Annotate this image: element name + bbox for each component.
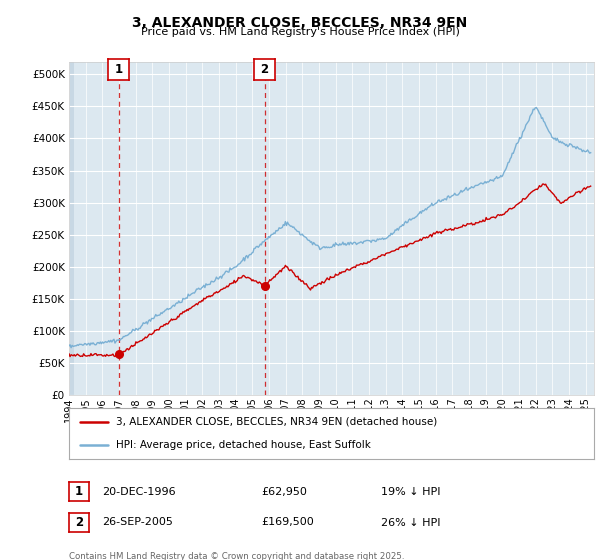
Text: £169,500: £169,500 bbox=[261, 517, 314, 528]
Text: HPI: Average price, detached house, East Suffolk: HPI: Average price, detached house, East… bbox=[116, 440, 371, 450]
Text: 1: 1 bbox=[75, 485, 83, 498]
Text: 2: 2 bbox=[75, 516, 83, 529]
Text: 19% ↓ HPI: 19% ↓ HPI bbox=[381, 487, 440, 497]
Text: 2: 2 bbox=[260, 63, 269, 76]
Text: 3, ALEXANDER CLOSE, BECCLES, NR34 9EN (detached house): 3, ALEXANDER CLOSE, BECCLES, NR34 9EN (d… bbox=[116, 417, 437, 427]
Polygon shape bbox=[69, 62, 74, 395]
Text: 1: 1 bbox=[115, 63, 122, 76]
Text: 20-DEC-1996: 20-DEC-1996 bbox=[102, 487, 176, 497]
Text: 26-SEP-2005: 26-SEP-2005 bbox=[102, 517, 173, 528]
Text: £62,950: £62,950 bbox=[261, 487, 307, 497]
Text: 26% ↓ HPI: 26% ↓ HPI bbox=[381, 517, 440, 528]
Text: Price paid vs. HM Land Registry's House Price Index (HPI): Price paid vs. HM Land Registry's House … bbox=[140, 27, 460, 37]
Text: 3, ALEXANDER CLOSE, BECCLES, NR34 9EN: 3, ALEXANDER CLOSE, BECCLES, NR34 9EN bbox=[133, 16, 467, 30]
Text: Contains HM Land Registry data © Crown copyright and database right 2025.
This d: Contains HM Land Registry data © Crown c… bbox=[69, 552, 404, 560]
